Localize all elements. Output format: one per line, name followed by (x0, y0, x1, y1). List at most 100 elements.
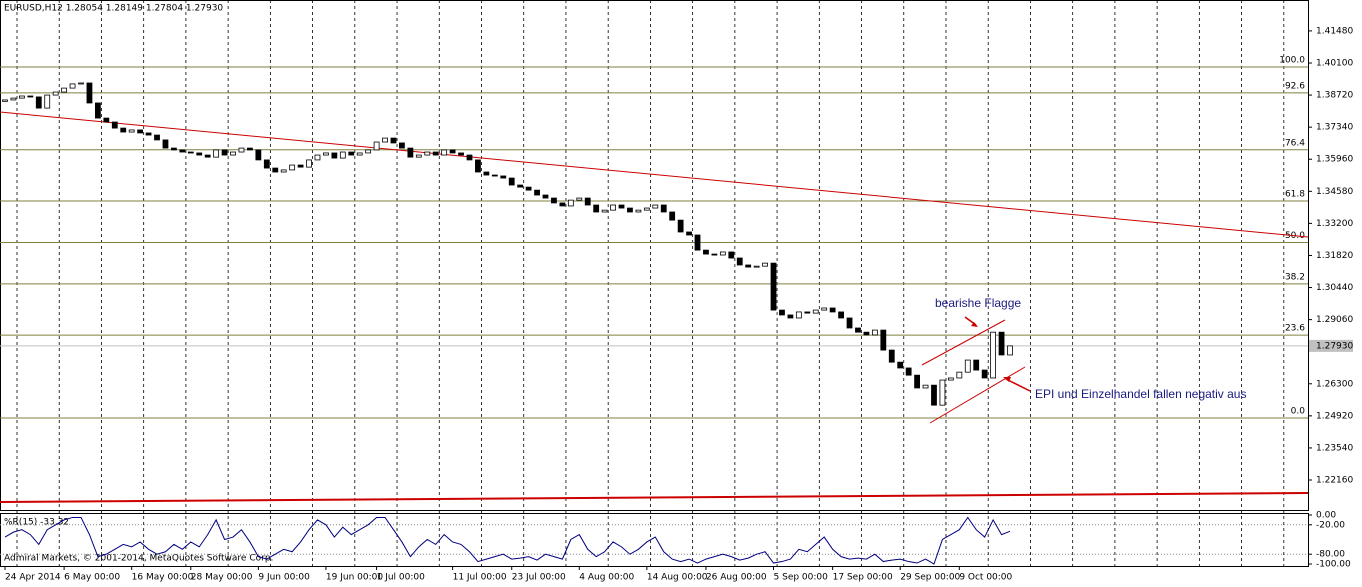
fib-label: 92.6 (1285, 81, 1305, 91)
fib-label: 0.0 (1291, 406, 1306, 416)
y-tick-label: 1.38720 (1316, 91, 1353, 101)
fib-label: 100.0 (1279, 55, 1305, 65)
candle (111, 121, 118, 129)
candle (745, 264, 752, 268)
candle (52, 91, 59, 96)
candle (779, 309, 785, 316)
y-tick-label: 1.41480 (1316, 26, 1353, 36)
candle (804, 311, 811, 314)
candle (880, 329, 887, 351)
annotation: EPI und Einzelhandel fallen negativ aus (1035, 387, 1246, 401)
candle (584, 197, 591, 206)
candle (356, 152, 363, 156)
candle (736, 257, 743, 266)
candle (204, 154, 211, 158)
candle (272, 167, 279, 173)
candle (677, 219, 684, 233)
candle (855, 327, 861, 333)
x-tick-label: 14 Aug 00:00 (647, 573, 708, 583)
candle (162, 139, 169, 149)
candle (534, 189, 540, 196)
candle (120, 127, 127, 133)
candle (897, 361, 904, 369)
candle (171, 147, 177, 151)
candle (576, 197, 583, 201)
candle (863, 331, 870, 336)
main-frame (0, 0, 1309, 511)
y-tick-label: 1.24920 (1316, 411, 1353, 421)
candle (703, 249, 709, 255)
candle (694, 234, 701, 251)
y-tick-label: 1.26300 (1316, 379, 1353, 389)
candle (753, 265, 760, 268)
candle (635, 209, 642, 213)
candle (846, 317, 853, 329)
arrow-head (1003, 377, 1011, 382)
y-tick-label: 1.35960 (1316, 155, 1353, 165)
candle (69, 83, 76, 89)
candle (415, 154, 422, 158)
candle (373, 141, 380, 151)
candle (27, 95, 34, 98)
candle (179, 149, 186, 153)
candle (728, 251, 735, 259)
candle (145, 132, 152, 136)
candle (196, 152, 203, 156)
candle (821, 307, 828, 311)
y-tick-label: 1.22160 (1316, 476, 1353, 486)
trend-line (0, 111, 1309, 238)
candle (660, 204, 667, 213)
candle (432, 151, 439, 156)
candle (922, 384, 929, 389)
candle (339, 151, 346, 159)
candle (18, 95, 25, 99)
annotation: bearishe Flagge (935, 296, 1021, 310)
x-tick-label: 28 May 00:00 (191, 573, 253, 583)
candle (407, 147, 414, 158)
candle (44, 94, 51, 109)
candle (94, 102, 101, 119)
candle (382, 137, 388, 143)
candle (221, 149, 228, 156)
candle (914, 374, 921, 389)
candle (981, 369, 988, 379)
plot (2, 82, 1013, 406)
candle (154, 134, 160, 141)
candle (973, 359, 980, 371)
candle (187, 151, 194, 154)
y-tick-label: 1.37340 (1316, 123, 1353, 133)
candle (458, 152, 464, 156)
fib-label: 23.6 (1285, 324, 1305, 334)
candle (297, 164, 304, 168)
candle (10, 97, 17, 101)
candle (365, 149, 372, 154)
candle (441, 149, 448, 156)
candle (280, 169, 287, 173)
candle (500, 175, 507, 179)
candle (508, 177, 515, 186)
candle (424, 151, 431, 156)
candle (601, 209, 608, 213)
candle (61, 87, 68, 93)
candle (323, 152, 329, 156)
candle (542, 194, 549, 199)
candle (652, 204, 659, 209)
candle (567, 199, 574, 207)
arrow (1005, 378, 1031, 392)
candle (247, 147, 253, 151)
candle (593, 204, 600, 213)
candle (686, 231, 692, 236)
x-tick-label: 29 Sep 00:00 (900, 573, 960, 583)
y-tick-label: 1.34580 (1316, 187, 1353, 197)
y-tick-label: 1.29060 (1316, 315, 1353, 325)
ind-tick-label: -100.00 (1316, 560, 1351, 570)
candle (525, 186, 532, 191)
candle (390, 137, 397, 144)
candle (449, 149, 456, 154)
candle (812, 309, 819, 314)
candle (627, 207, 633, 213)
y-tick-label: 1.33200 (1316, 219, 1353, 229)
x-tick-label: 23 Jul 00:00 (512, 573, 566, 583)
candle (1007, 345, 1013, 356)
candle (939, 379, 946, 406)
